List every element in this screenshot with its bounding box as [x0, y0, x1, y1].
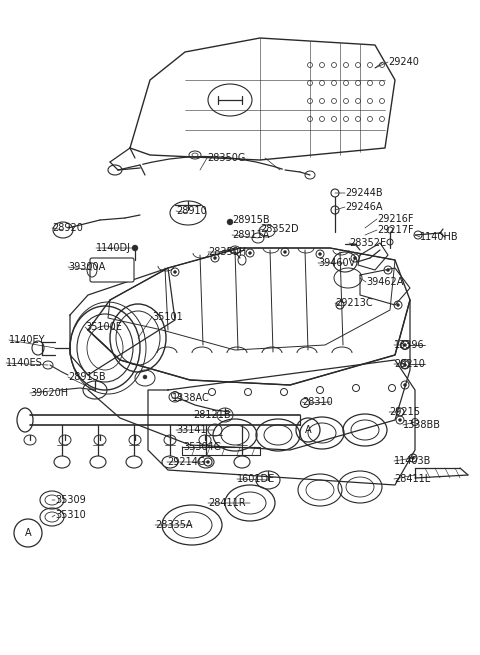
Text: 39300A: 39300A — [68, 262, 105, 272]
Circle shape — [206, 460, 209, 464]
Circle shape — [398, 419, 401, 422]
Text: 11403B: 11403B — [394, 456, 432, 466]
Text: 35304G: 35304G — [183, 442, 221, 452]
Circle shape — [214, 257, 216, 259]
Text: 39462A: 39462A — [366, 277, 403, 287]
Text: 28411R: 28411R — [208, 498, 246, 508]
Text: 28335A: 28335A — [155, 520, 192, 530]
Text: 29246A: 29246A — [345, 202, 383, 212]
Text: 1601DE: 1601DE — [237, 474, 275, 484]
Circle shape — [404, 383, 407, 386]
Text: 13396: 13396 — [394, 340, 425, 350]
Circle shape — [353, 257, 357, 259]
Text: 29240: 29240 — [388, 57, 419, 67]
Text: 1140DJ: 1140DJ — [96, 243, 131, 253]
Circle shape — [386, 269, 389, 272]
Text: A: A — [24, 528, 31, 538]
Text: 28915B: 28915B — [68, 372, 106, 382]
Text: 1140HB: 1140HB — [420, 232, 458, 242]
FancyBboxPatch shape — [90, 258, 134, 282]
Text: 1338AC: 1338AC — [172, 393, 210, 403]
Text: 28310: 28310 — [302, 397, 333, 407]
Text: 28352D: 28352D — [260, 224, 299, 234]
Text: A: A — [305, 425, 312, 435]
Ellipse shape — [234, 456, 250, 468]
Ellipse shape — [162, 456, 178, 468]
Text: 28910: 28910 — [176, 206, 207, 216]
Text: 1140ES: 1140ES — [6, 358, 43, 368]
Text: 28920: 28920 — [52, 223, 83, 233]
Text: 28411L: 28411L — [394, 474, 430, 484]
Circle shape — [404, 343, 407, 346]
Text: 28352E: 28352E — [349, 238, 386, 248]
Text: 35309: 35309 — [55, 495, 86, 505]
Text: 33141: 33141 — [176, 425, 206, 435]
Ellipse shape — [90, 456, 106, 468]
Text: 1338BB: 1338BB — [403, 420, 441, 430]
Text: 29215: 29215 — [389, 407, 420, 417]
Text: 35100E: 35100E — [85, 322, 122, 332]
Text: 39460V: 39460V — [318, 258, 355, 268]
Circle shape — [284, 250, 287, 253]
Text: 35101: 35101 — [152, 312, 183, 322]
Circle shape — [396, 303, 399, 307]
Text: 1140EY: 1140EY — [9, 335, 46, 345]
Circle shape — [249, 252, 252, 255]
Text: 28121B: 28121B — [193, 410, 230, 420]
Text: 28350H: 28350H — [208, 247, 246, 257]
Text: 28911A: 28911A — [232, 230, 269, 240]
Ellipse shape — [54, 456, 70, 468]
Text: 28350G: 28350G — [207, 153, 245, 163]
Text: 29213C: 29213C — [335, 298, 372, 308]
Text: 29244B: 29244B — [345, 188, 383, 198]
Ellipse shape — [126, 456, 142, 468]
Circle shape — [143, 375, 147, 379]
Text: 29216F: 29216F — [377, 214, 413, 224]
Ellipse shape — [198, 456, 214, 468]
Circle shape — [227, 219, 233, 225]
Circle shape — [173, 271, 177, 274]
Text: 29214G: 29214G — [167, 457, 205, 467]
Circle shape — [404, 364, 407, 367]
Circle shape — [132, 245, 138, 251]
Circle shape — [319, 252, 322, 255]
Text: 29210: 29210 — [394, 359, 425, 369]
Text: 28915B: 28915B — [232, 215, 270, 225]
Circle shape — [411, 457, 415, 460]
Text: 35310: 35310 — [55, 510, 86, 520]
Text: 29217F: 29217F — [377, 225, 414, 235]
Text: 39620H: 39620H — [30, 388, 68, 398]
